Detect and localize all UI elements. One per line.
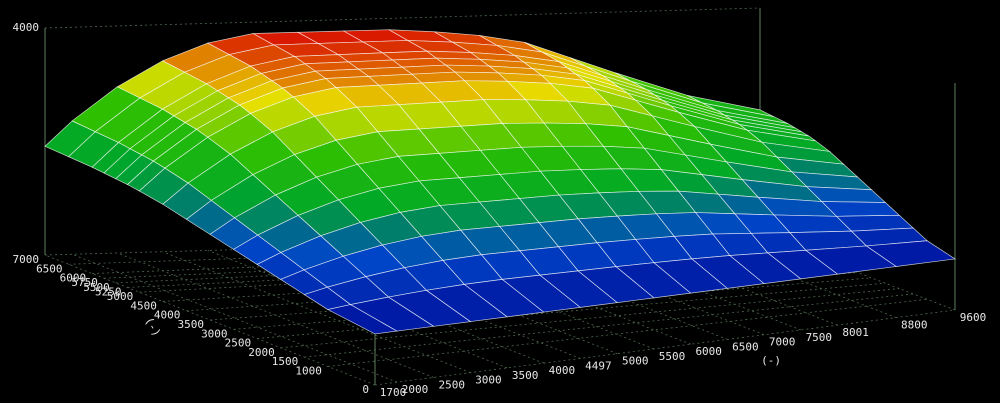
- x-tick-label: 4497: [585, 359, 612, 372]
- x-tick-label: 2000: [402, 383, 429, 396]
- x-grid-line: [72, 253, 398, 383]
- y-tick-label: 7000: [13, 253, 40, 266]
- x-axis-label: (-): [761, 354, 781, 367]
- x-tick-label: 5000: [622, 355, 649, 368]
- y-tick-label: 2000: [248, 346, 275, 359]
- x-tick-label: 3000: [475, 374, 502, 387]
- y-tick-label: 5750: [71, 276, 98, 289]
- y-tick-label: 6500: [36, 262, 63, 275]
- y-grid-line: [327, 298, 928, 367]
- x-tick-label: 7000: [769, 336, 796, 349]
- x-grid-line: [44, 254, 376, 386]
- x-tick-label: 2500: [438, 378, 465, 391]
- x-tick-label: 4000: [549, 364, 576, 377]
- y-tick-label: 5250: [95, 286, 122, 299]
- y-tick-label: 3000: [201, 327, 228, 340]
- y-grid-line: [233, 277, 872, 330]
- x-tick-label: 7500: [806, 331, 833, 344]
- x-grid-line: [434, 243, 691, 345]
- surface-cell: [865, 240, 956, 267]
- y-tick-label: 4000: [154, 309, 181, 322]
- y-tick-label: 1000: [295, 364, 322, 377]
- y-grid-line: [280, 288, 900, 349]
- x-tick-label: 1700: [380, 386, 407, 399]
- x-tick-label: 8800: [901, 319, 928, 332]
- y-tick-label: 1500: [272, 355, 299, 368]
- y-grid-line: [257, 282, 886, 339]
- z-grid-line: [44, 7, 761, 29]
- y-grid-line: [304, 293, 914, 358]
- x-grid-line: [117, 252, 434, 378]
- y-tick-label: 6000: [60, 272, 87, 285]
- x-tick-label: 9600: [960, 311, 987, 324]
- y-tick-label: 4500: [130, 299, 157, 312]
- x-tick-label: 3500: [512, 369, 539, 382]
- y-tick-label: 5000: [107, 290, 134, 303]
- y-tick-label: 0: [362, 383, 369, 396]
- x-tick-label: 8001: [842, 326, 869, 339]
- x-tick-label: 6500: [732, 340, 759, 353]
- surface: [44, 29, 956, 335]
- x-tick-label: 5500: [659, 350, 686, 363]
- y-tick-label: 5500: [83, 281, 110, 294]
- y-tick-label: 3500: [178, 318, 205, 331]
- x-tick-label: 6000: [695, 345, 722, 358]
- y-tick-label: 2500: [225, 337, 252, 350]
- z-tick-label: 4000: [13, 21, 40, 34]
